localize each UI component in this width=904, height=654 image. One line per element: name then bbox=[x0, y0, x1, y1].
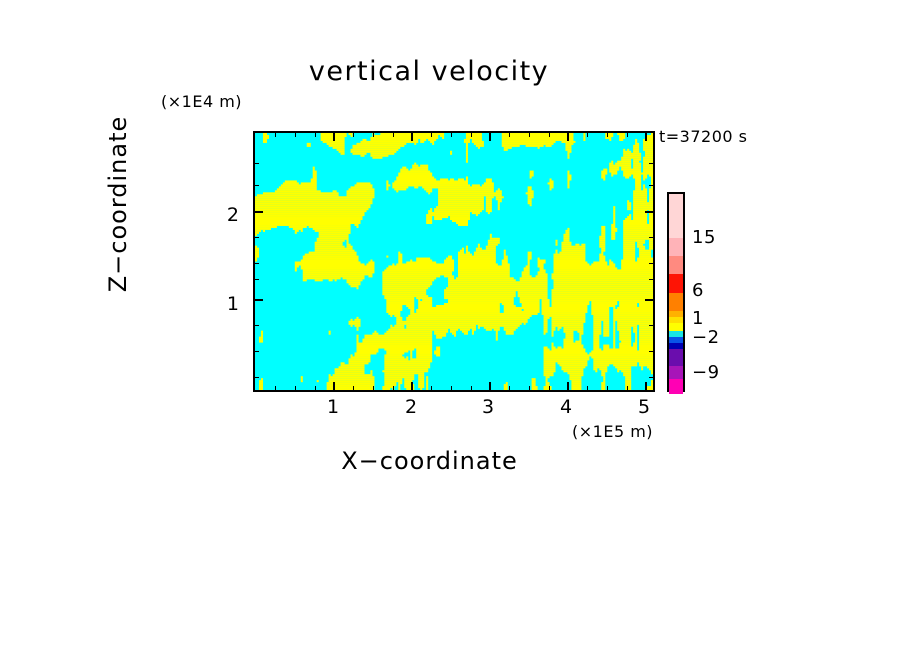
x-tick bbox=[587, 133, 588, 137]
x-axis-title: X−coordinate bbox=[0, 447, 904, 475]
colorbar-band bbox=[669, 194, 683, 238]
x-tick bbox=[393, 133, 394, 137]
x-tick bbox=[431, 386, 432, 390]
x-tick-major bbox=[645, 382, 647, 390]
y-tick-major bbox=[645, 299, 653, 301]
y-tick bbox=[649, 185, 653, 186]
x-tick bbox=[529, 386, 530, 390]
colorbar-band bbox=[669, 379, 683, 394]
y-tick bbox=[649, 237, 653, 238]
x-axis-units-label: (×1E5 m) bbox=[572, 422, 654, 441]
x-tick bbox=[393, 386, 394, 390]
x-tick bbox=[549, 386, 550, 390]
colorbar-tick-label: −9 bbox=[692, 362, 720, 383]
colorbar-tick-label: 15 bbox=[692, 227, 716, 248]
y-tick bbox=[649, 325, 653, 326]
colorbar-band bbox=[669, 293, 683, 311]
x-tick-label: 4 bbox=[559, 396, 573, 418]
y-tick bbox=[255, 325, 259, 326]
y-tick bbox=[649, 163, 653, 164]
x-tick bbox=[315, 133, 316, 137]
plot-area[interactable] bbox=[253, 131, 655, 392]
colorbar-band bbox=[669, 337, 683, 343]
colorbar-tick-label: 6 bbox=[692, 280, 704, 301]
x-tick-major bbox=[333, 382, 335, 390]
y-tick-major bbox=[255, 299, 263, 301]
y-tick bbox=[649, 377, 653, 378]
x-tick bbox=[471, 386, 472, 390]
colorbar-band bbox=[669, 343, 683, 349]
y-tick bbox=[255, 185, 259, 186]
x-tick bbox=[275, 133, 276, 137]
x-tick bbox=[587, 386, 588, 390]
figure-title: vertical velocity bbox=[0, 56, 904, 87]
x-tick bbox=[353, 133, 354, 137]
x-tick bbox=[295, 133, 296, 137]
colorbar-band bbox=[669, 323, 683, 331]
colorbar[interactable] bbox=[667, 192, 685, 394]
y-tick-major bbox=[255, 211, 263, 213]
x-tick bbox=[295, 386, 296, 390]
y-tick-label: 1 bbox=[226, 293, 239, 315]
x-tick bbox=[607, 133, 608, 137]
y-tick bbox=[649, 263, 653, 264]
x-tick-major bbox=[567, 133, 569, 141]
x-tick-major bbox=[489, 382, 491, 390]
x-tick-major bbox=[333, 133, 335, 141]
colorbar-band bbox=[669, 331, 683, 337]
colorbar-tick-label: −2 bbox=[692, 327, 720, 348]
colorbar-band bbox=[669, 311, 683, 317]
y-axis-title: Z−coordinate bbox=[104, 115, 132, 293]
colorbar-band bbox=[669, 274, 683, 293]
colorbar-tick-label: 1 bbox=[692, 308, 704, 329]
x-tick-major bbox=[411, 133, 413, 141]
y-tick bbox=[255, 163, 259, 164]
x-tick bbox=[373, 386, 374, 390]
y-tick-label: 2 bbox=[226, 204, 239, 226]
x-tick-major bbox=[567, 382, 569, 390]
x-tick-label: 3 bbox=[481, 396, 495, 418]
colorbar-band bbox=[669, 256, 683, 274]
x-tick bbox=[627, 133, 628, 137]
x-tick bbox=[373, 133, 374, 137]
x-tick bbox=[549, 133, 550, 137]
x-tick bbox=[431, 133, 432, 137]
x-tick bbox=[627, 386, 628, 390]
x-tick bbox=[509, 386, 510, 390]
x-axis-title-text: X−coordinate bbox=[341, 447, 518, 475]
x-tick-label: 1 bbox=[326, 396, 340, 418]
time-stamp-label: t=37200 s bbox=[659, 127, 748, 146]
y-tick bbox=[255, 351, 259, 352]
x-tick-major bbox=[645, 133, 647, 141]
y-tick bbox=[255, 279, 259, 280]
figure-title-text: vertical velocity bbox=[308, 56, 550, 87]
x-tick-major bbox=[489, 133, 491, 141]
colorbar-band bbox=[669, 349, 683, 366]
y-tick bbox=[649, 351, 653, 352]
y-tick bbox=[255, 377, 259, 378]
x-tick bbox=[471, 133, 472, 137]
colorbar-band bbox=[669, 366, 683, 379]
x-tick bbox=[451, 133, 452, 137]
y-tick-major bbox=[645, 211, 653, 213]
x-tick bbox=[529, 133, 530, 137]
x-tick bbox=[607, 386, 608, 390]
x-tick-label: 5 bbox=[637, 396, 651, 418]
x-tick bbox=[451, 386, 452, 390]
y-axis-units-label: (×1E4 m) bbox=[161, 92, 243, 111]
x-tick bbox=[315, 386, 316, 390]
x-tick bbox=[275, 386, 276, 390]
colorbar-band bbox=[669, 238, 683, 256]
vertical-velocity-field bbox=[255, 133, 653, 390]
y-tick bbox=[255, 237, 259, 238]
x-tick bbox=[353, 386, 354, 390]
colorbar-band bbox=[669, 317, 683, 323]
y-tick bbox=[649, 279, 653, 280]
x-tick-major bbox=[411, 382, 413, 390]
x-tick-label: 2 bbox=[404, 396, 418, 418]
x-tick bbox=[509, 133, 510, 137]
y-tick bbox=[255, 263, 259, 264]
